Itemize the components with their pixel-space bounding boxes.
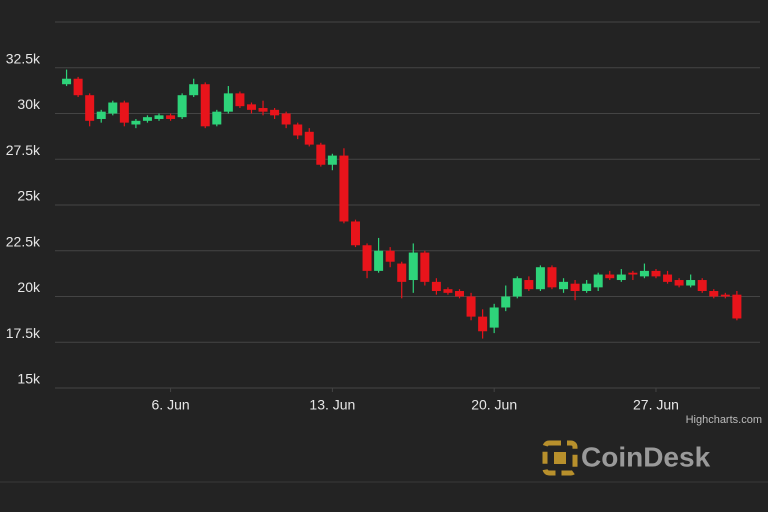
candle-body	[350, 221, 360, 246]
candle-body	[663, 274, 673, 282]
candle-body	[73, 78, 83, 96]
candle-body	[709, 291, 719, 297]
candle-body	[697, 280, 707, 292]
candle-body	[142, 117, 152, 121]
y-tick-label: 17.5k	[6, 325, 41, 341]
y-tick-label: 27.5k	[6, 142, 41, 158]
candle-body	[524, 280, 534, 290]
candle-body	[489, 307, 499, 328]
watermark-logo	[542, 440, 578, 476]
candle-body	[85, 95, 95, 121]
y-tick-label: 30k	[17, 96, 41, 112]
candle-body	[535, 267, 545, 290]
candle-body	[293, 124, 303, 136]
candle-body	[246, 104, 256, 110]
x-tick-label: 27. Jun	[633, 397, 679, 413]
candle-body	[455, 291, 465, 297]
candle-body	[605, 274, 615, 279]
candle-body	[547, 267, 557, 288]
candle-body	[189, 84, 199, 96]
candle-body	[327, 155, 337, 165]
candle-body	[339, 155, 349, 222]
logo-icon-center	[554, 452, 566, 464]
candle-body	[431, 281, 441, 292]
candle-body	[131, 120, 141, 125]
y-tick-label: 22.5k	[6, 233, 41, 249]
credit: Highcharts.com	[686, 414, 762, 426]
candle-body	[570, 283, 580, 292]
candle-body	[385, 250, 395, 262]
candle-body	[62, 78, 72, 85]
candle-body	[316, 144, 326, 165]
candle-body	[732, 294, 742, 319]
x-tick-label: 13. Jun	[309, 397, 355, 413]
candle-body	[674, 280, 684, 286]
candle-body	[443, 289, 453, 293]
candle-body	[235, 93, 245, 107]
candle-body	[270, 109, 280, 116]
candle-body	[408, 252, 418, 281]
y-tick-label: 32.5k	[6, 50, 41, 66]
candle-body	[281, 113, 291, 125]
candle-body	[200, 84, 210, 127]
candle-body	[258, 108, 268, 112]
x-tick-label: 20. Jun	[471, 397, 517, 413]
candle-body	[720, 294, 730, 297]
candle-body	[397, 263, 407, 282]
candle-body	[304, 131, 314, 145]
logo-icon	[542, 440, 578, 476]
candle-body	[362, 245, 372, 271]
candle-body	[686, 280, 696, 286]
candle-body	[616, 274, 626, 281]
candle-body	[651, 270, 661, 277]
candle-body	[512, 278, 522, 297]
candle-body	[593, 274, 603, 288]
candle-body	[639, 270, 649, 277]
candle-body	[177, 95, 187, 118]
candle-body	[628, 272, 638, 275]
candle-body	[108, 102, 118, 114]
x-tick-label: 6. Jun	[152, 397, 190, 413]
candle-body	[501, 296, 511, 308]
candle-body	[559, 281, 569, 290]
candle-body	[166, 115, 176, 119]
candle-body	[478, 316, 488, 332]
y-tick-label: 25k	[17, 188, 41, 204]
candle-body	[582, 283, 592, 292]
candle-body	[154, 115, 164, 119]
watermark: CoinDesk	[581, 441, 711, 472]
candle-body	[420, 252, 430, 282]
candle-body	[223, 93, 233, 112]
candle-body	[212, 111, 222, 125]
candle-body	[466, 296, 476, 317]
candle-body	[96, 111, 106, 119]
y-tick-label: 15k	[17, 371, 41, 387]
candle-body	[374, 250, 384, 271]
candle-body	[119, 102, 129, 123]
y-tick-label: 20k	[17, 279, 41, 295]
